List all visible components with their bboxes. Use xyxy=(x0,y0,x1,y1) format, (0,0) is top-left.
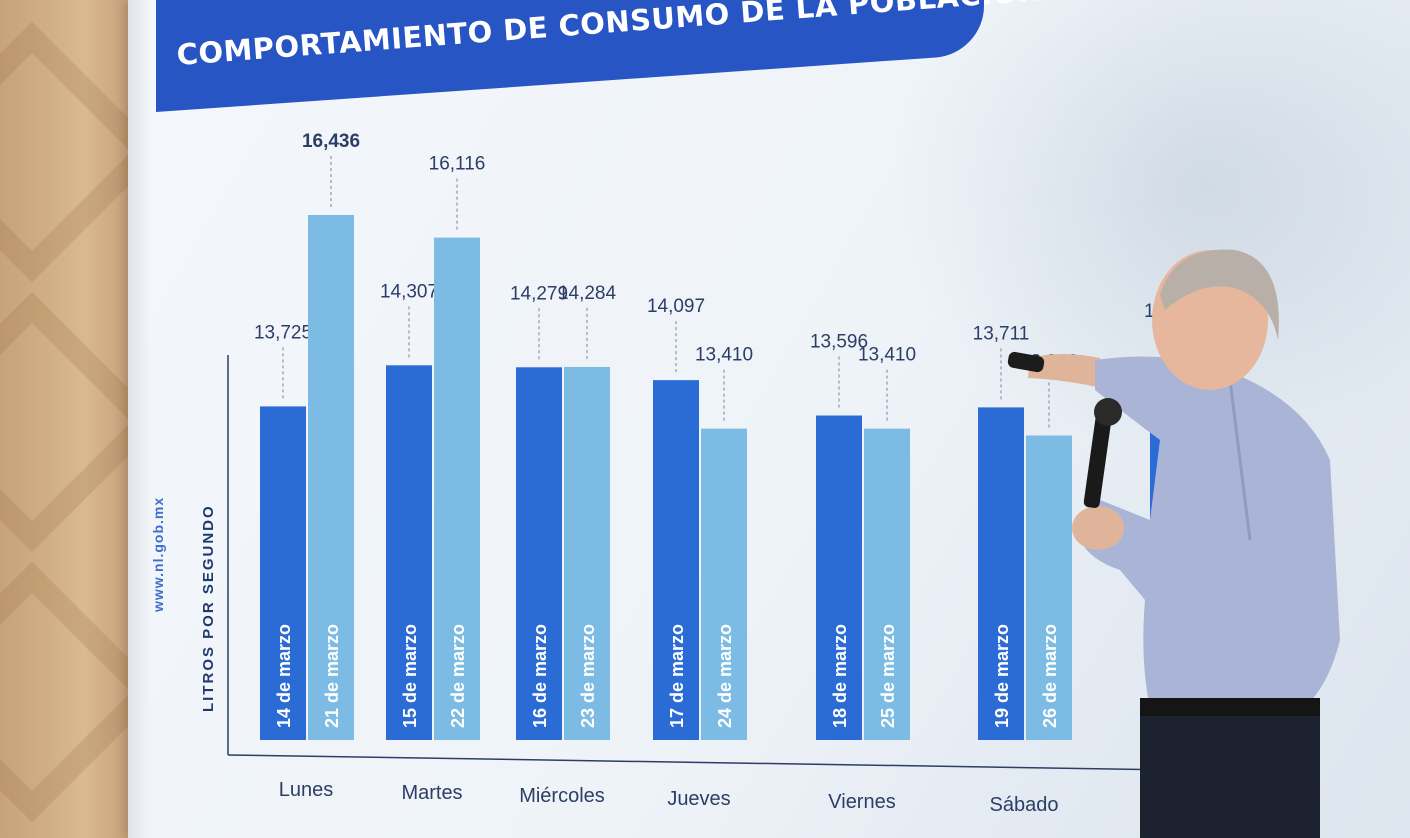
bar-week1-5 xyxy=(978,407,1024,740)
x-axis xyxy=(227,754,1179,771)
presenter-hair xyxy=(1160,249,1279,340)
value-label-1-0: 16,436 xyxy=(302,131,360,152)
bar-date-label-0-5: 19 de marzo xyxy=(992,624,1012,728)
value-label-1-1: 16,116 xyxy=(429,154,486,175)
remote-control-icon xyxy=(1007,351,1045,373)
value-label-0-0: 13,725 xyxy=(254,322,312,343)
bar-date-label-0-0: 14 de marzo xyxy=(274,624,294,728)
category-label-3: Jueves xyxy=(667,788,730,810)
bar-date-label-0-3: 17 de marzo xyxy=(667,624,687,728)
presenter-arm xyxy=(1028,354,1110,390)
category-label-5: Sábado xyxy=(990,794,1059,816)
bar-week1-3 xyxy=(653,380,699,740)
bar-date-label-1-1: 22 de marzo xyxy=(448,624,468,728)
screen-edge xyxy=(128,0,150,838)
category-label-4: Viernes xyxy=(828,791,895,813)
bar-week2-4 xyxy=(864,428,910,740)
bar-date-label-1-0: 21 de marzo xyxy=(322,624,342,728)
value-label-1-2: 14,284 xyxy=(558,283,617,304)
bar-week1-4 xyxy=(816,415,862,740)
bar-date-label-0-1: 15 de marzo xyxy=(400,624,420,728)
value-label-0-3: 14,097 xyxy=(647,296,705,317)
bar-date-label-0-4: 18 de marzo xyxy=(830,624,850,728)
presenter-hand xyxy=(1072,506,1124,550)
category-label-1: Martes xyxy=(401,782,462,804)
bar-date-label-1-5: 26 de marzo xyxy=(1040,624,1060,728)
bar-week2-3 xyxy=(701,428,747,740)
value-label-1-4: 13,410 xyxy=(858,345,916,366)
bar-week2-5 xyxy=(1026,435,1072,740)
bar-week1-1 xyxy=(386,365,432,740)
presenter-trousers xyxy=(1140,716,1320,838)
category-label-0: Lunes xyxy=(279,779,334,801)
bar-week1-2 xyxy=(516,367,562,740)
value-label-0-1: 14,307 xyxy=(380,281,438,302)
presenter-belt xyxy=(1140,698,1320,716)
bar-week2-2 xyxy=(564,366,610,740)
microphone-icon xyxy=(1083,408,1113,508)
bar-date-label-0-2: 16 de marzo xyxy=(530,624,550,728)
bar-date-label-1-4: 25 de marzo xyxy=(878,624,898,728)
presenter-shirt xyxy=(1080,356,1340,708)
bar-week2-0 xyxy=(308,215,354,740)
bar-week1-0 xyxy=(260,406,306,740)
bar-week2-1 xyxy=(434,237,480,741)
bar-date-label-1-3: 24 de marzo xyxy=(715,624,735,728)
value-label-1-3: 13,410 xyxy=(695,345,753,366)
value-label-0-4: 13,596 xyxy=(810,332,868,353)
presenter xyxy=(1007,249,1340,838)
bar-chart: 13,725 14 de marzo 16,436 21 de marzo Lunes 1… xyxy=(227,131,1202,816)
value-label-0-5: 13,711 xyxy=(973,323,1030,344)
value-label-0-2: 14,279 xyxy=(510,283,568,304)
bar-date-label-1-2: 23 de marzo xyxy=(578,624,598,728)
category-label-2: Miércoles xyxy=(519,785,605,807)
